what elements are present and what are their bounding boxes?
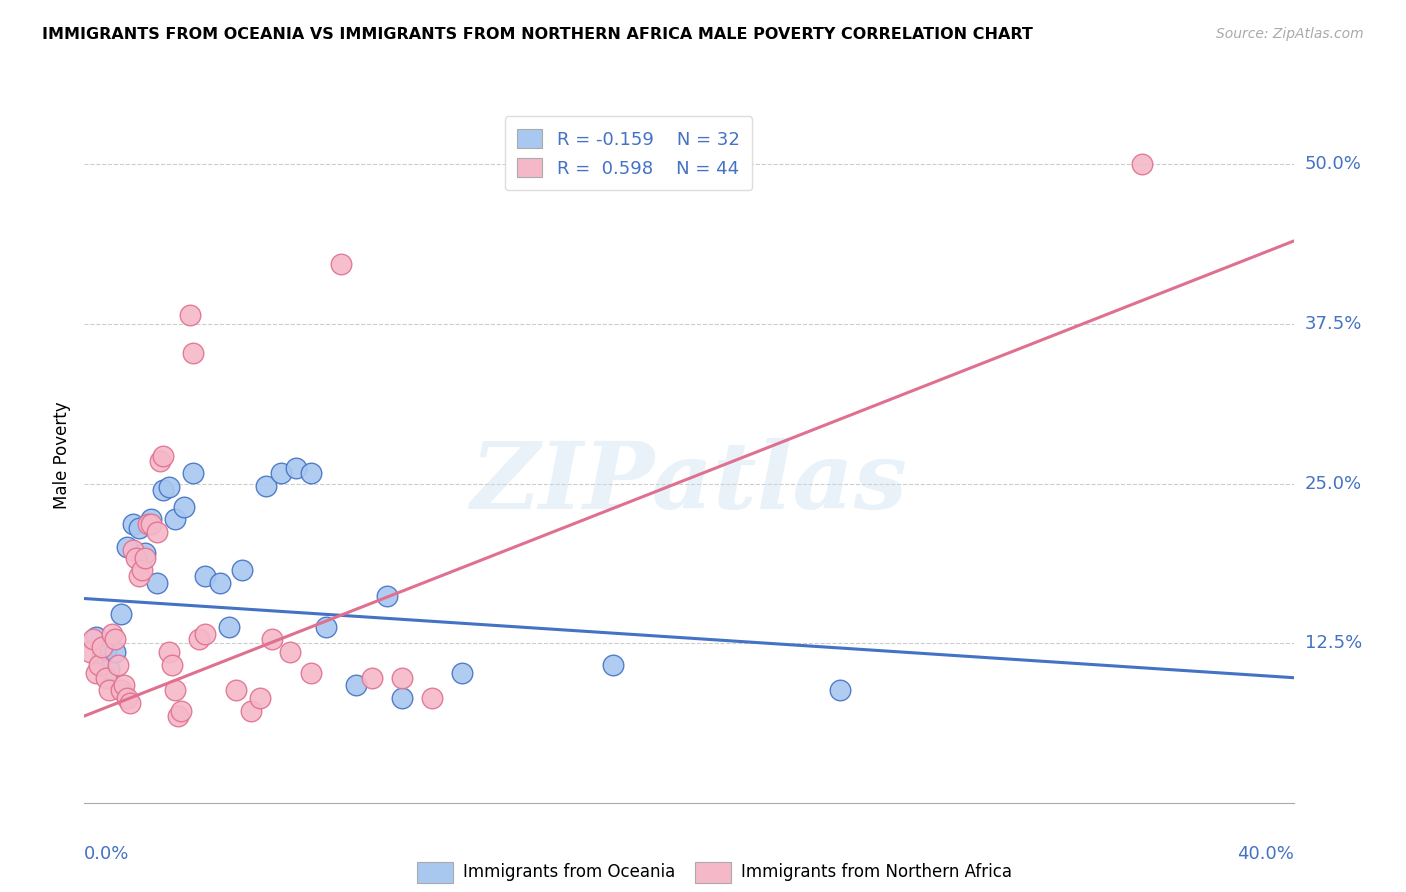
Legend: R = -0.159    N = 32, R =  0.598    N = 44: R = -0.159 N = 32, R = 0.598 N = 44 — [505, 116, 752, 190]
Point — [94, 671, 117, 685]
Text: Immigrants from Oceania: Immigrants from Oceania — [463, 863, 675, 881]
Point — [128, 521, 150, 535]
Point — [170, 704, 193, 718]
Point — [1130, 157, 1153, 171]
FancyBboxPatch shape — [695, 862, 731, 883]
Point — [86, 630, 108, 644]
Text: Source: ZipAtlas.com: Source: ZipAtlas.com — [1216, 27, 1364, 41]
Text: 37.5%: 37.5% — [1305, 315, 1362, 333]
Text: 25.0%: 25.0% — [1305, 475, 1362, 492]
Point — [254, 479, 277, 493]
Point — [100, 627, 122, 641]
Point — [194, 568, 217, 582]
Point — [128, 568, 150, 582]
Point — [121, 543, 143, 558]
Point — [91, 640, 114, 654]
Point — [260, 632, 283, 647]
Point — [125, 550, 148, 565]
Point — [134, 545, 156, 559]
Point — [121, 517, 143, 532]
Point — [157, 645, 180, 659]
Point — [167, 709, 190, 723]
Point — [163, 512, 186, 526]
Point — [181, 346, 204, 360]
Point — [94, 642, 117, 657]
Point — [225, 683, 247, 698]
Point — [163, 683, 186, 698]
Point — [89, 657, 111, 672]
Text: 40.0%: 40.0% — [1237, 845, 1294, 863]
Point — [391, 671, 413, 685]
Point — [375, 589, 398, 603]
Point — [346, 678, 368, 692]
Y-axis label: Male Poverty: Male Poverty — [53, 401, 72, 508]
Point — [278, 645, 301, 659]
Point — [97, 683, 120, 698]
Point — [112, 678, 135, 692]
Point — [602, 657, 624, 672]
Point — [131, 564, 153, 578]
Point — [118, 696, 141, 710]
Point — [451, 665, 474, 680]
Point — [152, 483, 174, 497]
Point — [391, 691, 413, 706]
Point — [218, 619, 240, 633]
Point — [104, 645, 127, 659]
Point — [239, 704, 262, 718]
Point — [181, 467, 204, 481]
Text: 0.0%: 0.0% — [84, 845, 129, 863]
Text: 12.5%: 12.5% — [1305, 634, 1362, 652]
Point — [152, 449, 174, 463]
Point — [194, 627, 217, 641]
Point — [146, 576, 169, 591]
Point — [420, 691, 443, 706]
Point — [173, 500, 195, 514]
Point — [315, 619, 337, 633]
Text: IMMIGRANTS FROM OCEANIA VS IMMIGRANTS FROM NORTHERN AFRICA MALE POVERTY CORRELAT: IMMIGRANTS FROM OCEANIA VS IMMIGRANTS FR… — [42, 27, 1033, 42]
Point — [179, 308, 201, 322]
Point — [249, 691, 271, 706]
Point — [107, 657, 129, 672]
Point — [79, 645, 101, 659]
Point — [110, 607, 132, 621]
Point — [157, 480, 180, 494]
Point — [360, 671, 382, 685]
Point — [270, 467, 292, 481]
Point — [830, 683, 852, 698]
Point — [146, 525, 169, 540]
Point — [104, 632, 127, 647]
Point — [82, 632, 104, 647]
Point — [284, 461, 308, 475]
Text: ZIPatlas: ZIPatlas — [471, 438, 907, 528]
Point — [139, 512, 162, 526]
Point — [231, 564, 253, 578]
Point — [115, 541, 138, 555]
Point — [160, 657, 183, 672]
Point — [86, 665, 108, 680]
Point — [91, 648, 114, 663]
Point — [110, 683, 132, 698]
Point — [97, 662, 120, 676]
Point — [299, 467, 322, 481]
FancyBboxPatch shape — [418, 862, 453, 883]
Point — [134, 550, 156, 565]
Text: 50.0%: 50.0% — [1305, 155, 1361, 173]
Point — [115, 691, 138, 706]
Point — [209, 576, 232, 591]
Point — [330, 257, 353, 271]
Point — [188, 632, 211, 647]
Point — [149, 453, 172, 467]
Point — [299, 665, 322, 680]
Text: Immigrants from Northern Africa: Immigrants from Northern Africa — [741, 863, 1012, 881]
Point — [139, 517, 162, 532]
Point — [136, 517, 159, 532]
